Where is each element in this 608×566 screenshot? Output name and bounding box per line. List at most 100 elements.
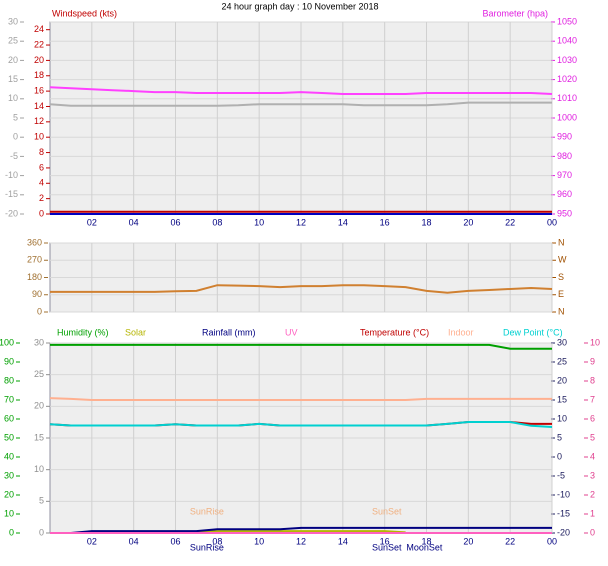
y-tick-label: S xyxy=(558,272,564,282)
series-line xyxy=(50,284,553,294)
x-tick-label: 02 xyxy=(87,217,97,227)
y-tick-label: 0 xyxy=(39,527,44,537)
x-tick-label: 22 xyxy=(505,536,515,546)
legend-entry: Rainfall (mm) xyxy=(202,327,256,337)
y-tick-label: 0 xyxy=(37,306,42,316)
y-tick-label: 1 xyxy=(590,508,595,518)
series-line xyxy=(49,101,552,107)
y-tick-label: 15 xyxy=(34,432,44,442)
y-tick-label: 360 xyxy=(27,237,42,247)
event-tick-label: MoonSet xyxy=(406,542,443,552)
y-tick-label: 10 xyxy=(4,508,14,518)
y-tick-label: 980 xyxy=(557,151,572,161)
y-tick-label: 70 xyxy=(4,394,14,404)
y-tick-label: 970 xyxy=(557,170,572,180)
y-tick-label: 5 xyxy=(13,112,18,122)
y-tick-label: -15 xyxy=(557,508,570,518)
series-line xyxy=(196,530,406,534)
series-line xyxy=(49,421,553,428)
y-tick-label: 90 xyxy=(32,289,42,299)
y-tick-label: 20 xyxy=(8,55,18,65)
x-tick-label: 12 xyxy=(296,217,306,227)
x-tick-label: 10 xyxy=(254,536,264,546)
x-tick-label: 08 xyxy=(212,536,222,546)
y-tick-label: 5 xyxy=(590,432,595,442)
y-tick-label: 960 xyxy=(557,189,572,199)
y-tick-label: 10 xyxy=(8,93,18,103)
y-tick-label: 20 xyxy=(34,55,44,65)
x-tick-label: 20 xyxy=(463,217,473,227)
x-tick-label: 06 xyxy=(170,217,180,227)
event-label: SunSet xyxy=(372,506,402,516)
y-tick-label: 30 xyxy=(34,337,44,347)
y-tick-label: 16 xyxy=(34,85,44,95)
y-tick-label: 8 xyxy=(590,375,595,385)
y-tick-label: 10 xyxy=(34,132,44,142)
y-tick-label: 25 xyxy=(34,369,44,379)
x-tick-label: 04 xyxy=(129,536,139,546)
x-tick-label: 12 xyxy=(296,536,306,546)
y-tick-label: -10 xyxy=(557,489,570,499)
y-tick-label: 270 xyxy=(27,255,42,265)
y-tick-label: 0 xyxy=(9,527,14,537)
y-tick-label: 15 xyxy=(8,74,18,84)
y-tick-label: 22 xyxy=(34,39,44,49)
y-tick-label: -10 xyxy=(5,170,18,180)
y-tick-label: 2 xyxy=(39,193,44,203)
x-tick-label: 08 xyxy=(212,217,222,227)
y-tick-label: 990 xyxy=(557,132,572,142)
axis-label: Barometer (hpa) xyxy=(482,8,548,18)
x-tick-label: 18 xyxy=(421,536,431,546)
y-tick-label: 0 xyxy=(557,451,562,461)
y-tick-label: 1050 xyxy=(557,16,577,26)
y-tick-label: 20 xyxy=(557,375,567,385)
y-tick-label: -20 xyxy=(5,208,18,218)
x-tick-label: 14 xyxy=(338,536,348,546)
legend-entry: UV xyxy=(285,327,298,337)
y-tick-label: -5 xyxy=(10,151,18,161)
event-tick-label: SunRise xyxy=(190,542,224,552)
y-tick-label: 1030 xyxy=(557,55,577,65)
y-tick-label: 0 xyxy=(39,208,44,218)
y-tick-label: 15 xyxy=(557,394,567,404)
y-tick-label: 1040 xyxy=(557,36,577,46)
y-tick-label: 80 xyxy=(4,375,14,385)
y-tick-label: 20 xyxy=(34,401,44,411)
series-line xyxy=(50,526,552,534)
y-tick-label: -15 xyxy=(5,189,18,199)
x-tick-label: 22 xyxy=(505,217,515,227)
legend-entry: Dew Point (°C) xyxy=(503,327,563,337)
event-tick-label: SunSet xyxy=(372,542,402,552)
y-tick-label: 90 xyxy=(4,356,14,366)
y-tick-label: 10 xyxy=(590,337,600,347)
y-tick-label: W xyxy=(558,255,567,265)
y-tick-label: 50 xyxy=(4,432,14,442)
x-tick-label: 02 xyxy=(87,536,97,546)
y-tick-label: 14 xyxy=(34,101,44,111)
y-tick-label: 30 xyxy=(557,337,567,347)
y-tick-label: 4 xyxy=(590,451,595,461)
y-tick-label: 30 xyxy=(8,16,18,26)
event-label: SunRise xyxy=(190,506,224,516)
y-tick-label: E xyxy=(558,289,564,299)
y-tick-label: N xyxy=(558,306,565,316)
x-tick-label: 16 xyxy=(380,217,390,227)
y-tick-label: 1000 xyxy=(557,112,577,122)
y-tick-label: 8 xyxy=(39,147,44,157)
y-tick-label: 6 xyxy=(39,162,44,172)
y-tick-label: 10 xyxy=(34,464,44,474)
y-tick-label: 40 xyxy=(4,451,14,461)
y-tick-label: -5 xyxy=(557,470,565,480)
legend-entry: Indoor xyxy=(448,327,474,337)
x-tick-label: 14 xyxy=(338,217,348,227)
axis-label: Windspeed (kts) xyxy=(52,8,117,18)
y-tick-label: 2 xyxy=(590,489,595,499)
y-tick-label: 18 xyxy=(34,70,44,80)
y-tick-label: 9 xyxy=(590,356,595,366)
y-tick-label: 4 xyxy=(39,178,44,188)
y-tick-label: 12 xyxy=(34,116,44,126)
y-tick-label: 30 xyxy=(4,470,14,480)
y-tick-label: 60 xyxy=(4,413,14,423)
series-line xyxy=(50,343,552,350)
